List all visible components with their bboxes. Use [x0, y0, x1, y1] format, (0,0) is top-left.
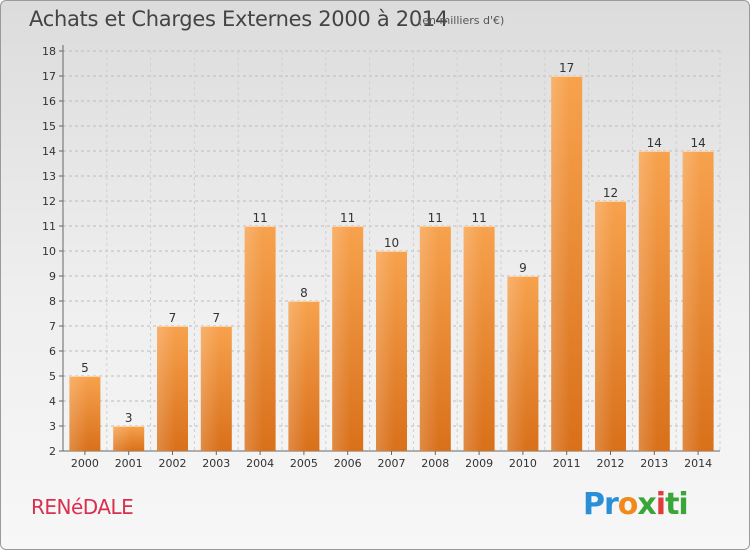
y-tick-label: 16	[42, 95, 56, 108]
logo-part: i	[655, 487, 666, 522]
chart-subtitle: (en milliers d'€)	[418, 14, 505, 27]
data-label: 11	[428, 211, 443, 225]
city-name: RENéDALE	[31, 495, 134, 519]
y-tick-label: 13	[42, 170, 56, 183]
data-label: 9	[519, 261, 527, 275]
y-tick-label: 7	[49, 320, 56, 333]
data-label: 11	[340, 211, 355, 225]
y-tick-label: 5	[49, 370, 56, 383]
logo-part: x	[637, 487, 656, 522]
chart-title: Achats et Charges Externes 2000 à 2014	[29, 7, 449, 31]
proxiti-logo[interactable]: Proxiti	[583, 487, 689, 522]
bar-highlight	[332, 226, 364, 451]
logo-part: o	[617, 487, 639, 522]
bar-highlight	[595, 201, 626, 451]
bar-highlight	[638, 151, 670, 451]
data-label: 14	[647, 136, 662, 150]
x-tick-label: 2005	[290, 457, 318, 470]
y-tick-label: 12	[42, 195, 56, 208]
y-tick-label: 17	[42, 70, 56, 83]
y-tick-label: 18	[42, 45, 56, 58]
bar-highlight	[419, 226, 451, 451]
x-tick-label: 2001	[115, 457, 143, 470]
y-tick-label: 3	[49, 420, 56, 433]
bar-highlight	[244, 226, 276, 451]
data-label: 17	[559, 61, 574, 75]
bar-highlight	[157, 326, 188, 451]
y-tick-label: 9	[49, 270, 56, 283]
data-label: 10	[384, 236, 399, 250]
x-tick-label: 2014	[684, 457, 712, 470]
y-tick-label: 4	[49, 395, 56, 408]
data-label: 12	[603, 186, 618, 200]
bar-highlight	[69, 376, 101, 451]
bar-highlight	[463, 226, 495, 451]
data-label: 14	[690, 136, 705, 150]
bar-highlight	[288, 301, 320, 451]
logo-part: Pr	[583, 487, 619, 522]
x-tick-label: 2003	[202, 457, 230, 470]
bar-highlight	[200, 326, 232, 451]
y-tick-label: 14	[42, 145, 56, 158]
x-tick-label: 2009	[465, 457, 493, 470]
y-tick-label: 11	[42, 220, 56, 233]
x-tick-label: 2011	[553, 457, 581, 470]
x-tick-label: 2013	[640, 457, 668, 470]
x-tick-label: 2002	[159, 457, 187, 470]
data-label: 8	[300, 286, 308, 300]
data-label: 5	[81, 361, 89, 375]
x-tick-label: 2008	[421, 457, 449, 470]
bar-highlight	[551, 76, 583, 451]
y-tick-label: 2	[49, 445, 56, 458]
data-label: 7	[169, 311, 177, 325]
y-tick-label: 10	[42, 245, 56, 258]
data-label: 11	[471, 211, 486, 225]
bar-highlight	[507, 276, 539, 451]
y-tick-label: 8	[49, 295, 56, 308]
x-tick-label: 2004	[246, 457, 274, 470]
y-tick-label: 6	[49, 345, 56, 358]
x-tick-label: 2010	[509, 457, 537, 470]
y-tick-label: 15	[42, 120, 56, 133]
data-label: 7	[212, 311, 220, 325]
x-tick-label: 2007	[378, 457, 406, 470]
bar-highlight	[113, 426, 145, 451]
data-label: 3	[125, 411, 133, 425]
bar-highlight	[682, 151, 714, 451]
logo-part: ti	[665, 487, 689, 522]
bar-highlight	[376, 251, 407, 451]
x-tick-label: 2006	[334, 457, 362, 470]
x-tick-label: 2012	[597, 457, 625, 470]
data-label: 11	[252, 211, 267, 225]
x-tick-label: 2000	[71, 457, 99, 470]
